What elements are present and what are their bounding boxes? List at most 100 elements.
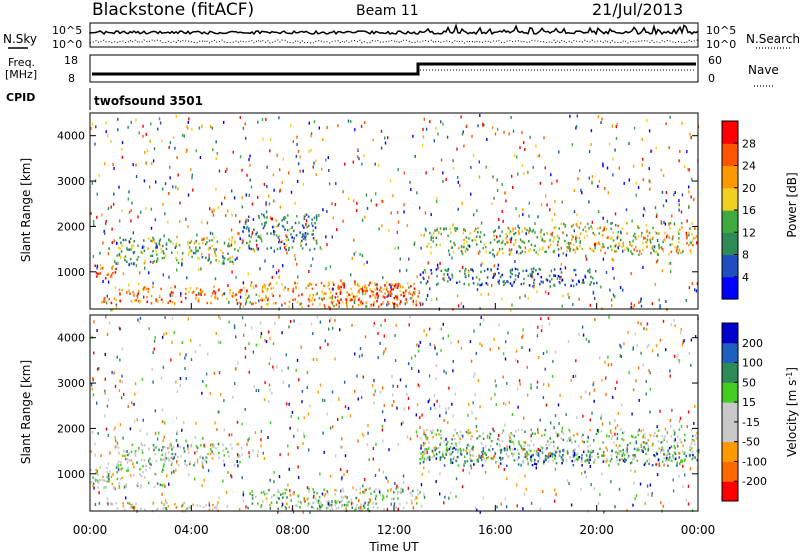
echo-scatter-cell <box>191 176 193 180</box>
echo-scatter-cell <box>517 275 519 278</box>
echo-cell <box>341 301 344 304</box>
colorbar-swatch <box>722 165 738 189</box>
echo-scatter-cell <box>324 339 326 343</box>
echo-scatter-cell <box>638 398 640 402</box>
echo-scatter-cell <box>405 268 408 272</box>
echo-scatter-cell <box>476 209 478 213</box>
echo-cell <box>570 284 572 287</box>
echo-cell <box>118 254 121 257</box>
echo-scatter-cell <box>591 179 593 183</box>
echo-scatter-cell <box>633 456 635 460</box>
echo-cell <box>149 466 151 470</box>
echo-cell <box>599 447 601 450</box>
echo-scatter-cell <box>363 478 366 481</box>
echo-cell <box>515 430 517 433</box>
echo-cell <box>397 284 399 287</box>
echo-scatter-cell <box>688 190 690 194</box>
echo-cell <box>295 234 298 237</box>
echo-scatter-cell <box>133 419 136 423</box>
echo-cell <box>343 282 346 285</box>
echo-cell <box>208 508 211 511</box>
echo-scatter-cell <box>427 400 429 404</box>
echo-cell <box>376 283 378 286</box>
echo-cell <box>171 251 173 254</box>
echo-cell <box>589 458 591 461</box>
echo-cell <box>141 443 144 447</box>
echo-scatter-cell <box>105 222 107 226</box>
echo-cell <box>316 499 318 503</box>
echo-scatter-cell <box>639 249 641 253</box>
echo-cell <box>623 460 626 463</box>
echo-scatter-cell <box>678 199 680 203</box>
echo-cell <box>312 233 314 236</box>
echo-cell <box>578 226 581 229</box>
echo-scatter-cell <box>394 482 396 485</box>
echo-cell <box>581 454 583 457</box>
echo-scatter-cell <box>248 294 250 298</box>
echo-scatter-cell <box>380 146 383 150</box>
echo-cell <box>489 241 492 244</box>
echo-cell <box>199 288 202 291</box>
echo-cell <box>201 242 204 245</box>
echo-scatter-cell <box>163 435 165 439</box>
echo-cell <box>549 437 552 440</box>
echo-scatter-cell <box>530 383 532 387</box>
echo-scatter-cell <box>670 424 672 428</box>
echo-scatter-cell <box>686 219 688 223</box>
echo-scatter-cell <box>450 458 452 462</box>
echo-scatter-cell <box>317 390 319 394</box>
echo-scatter-cell <box>119 255 122 259</box>
echo-cell <box>129 292 131 295</box>
echo-cell <box>678 456 681 459</box>
colorbar-tick-label: 200 <box>742 337 763 350</box>
echo-cell <box>534 432 536 435</box>
echo-scatter-cell <box>225 214 227 217</box>
echo-cell <box>255 239 258 242</box>
echo-scatter-cell <box>593 438 595 442</box>
echo-cell <box>122 502 124 505</box>
echo-cell <box>489 251 491 254</box>
echo-cell <box>116 477 119 481</box>
echo-scatter-cell <box>523 492 526 496</box>
echo-scatter-cell <box>137 282 140 286</box>
echo-scatter-cell <box>605 460 607 464</box>
echo-cell <box>535 463 538 466</box>
echo-scatter-cell <box>249 178 251 182</box>
echo-scatter-cell <box>397 485 399 489</box>
echo-scatter-cell <box>678 419 681 423</box>
echo-cell <box>451 276 454 279</box>
echo-cell <box>334 499 337 503</box>
echo-scatter-cell <box>206 221 209 225</box>
echo-scatter-cell <box>655 146 657 150</box>
echo-cell <box>116 463 119 466</box>
echo-scatter-cell <box>291 226 293 230</box>
echo-scatter-cell <box>232 150 234 154</box>
echo-scatter-cell <box>496 505 498 509</box>
echo-cell <box>211 445 214 448</box>
echo-cell <box>396 303 398 307</box>
echo-cell <box>283 242 286 246</box>
echo-scatter-cell <box>214 295 216 299</box>
echo-scatter-cell <box>252 449 254 453</box>
echo-scatter-cell <box>616 380 618 384</box>
echo-scatter-cell <box>385 347 387 351</box>
echo-cell <box>602 460 605 463</box>
echo-scatter-cell <box>313 494 315 498</box>
echo-scatter-cell <box>669 115 671 119</box>
echo-scatter-cell <box>254 431 257 435</box>
echo-cell <box>523 277 525 281</box>
echo-cell <box>195 239 198 243</box>
echo-scatter-cell <box>606 434 608 438</box>
echo-scatter-cell <box>665 191 668 194</box>
echo-cell <box>215 447 217 450</box>
echo-cell <box>124 454 126 458</box>
echo-scatter-cell <box>580 395 582 399</box>
echo-scatter-cell <box>659 338 662 342</box>
echo-cell <box>190 249 193 252</box>
echo-cell <box>681 226 683 229</box>
echo-cell <box>153 448 155 452</box>
echo-cell <box>307 502 310 505</box>
echo-scatter-cell <box>359 252 361 256</box>
echo-scatter-cell <box>255 284 257 288</box>
echo-cell <box>654 251 656 254</box>
